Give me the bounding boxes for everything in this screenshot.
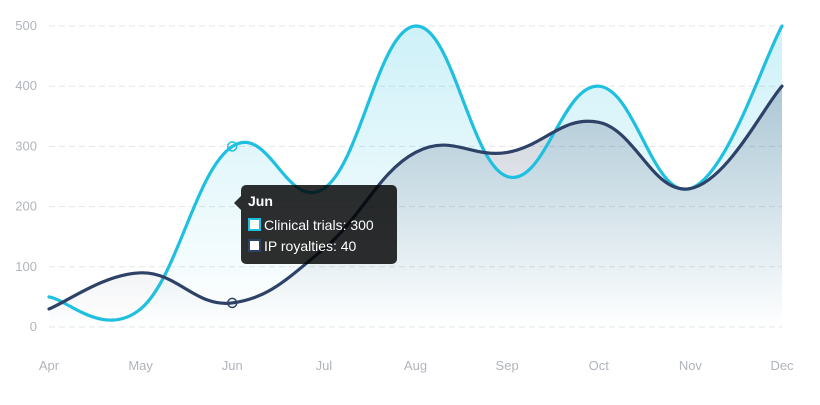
clinical-trials-swatch [248,218,261,231]
y-axis-ticks: 0 100 200 300 400 500 [15,18,37,334]
y-tick-label: 300 [15,138,37,153]
x-tick-label: Apr [39,358,60,373]
x-tick-label: Nov [679,358,703,373]
y-tick-label: 400 [15,78,37,93]
ip-royalties-swatch [248,239,261,252]
tooltip-row-ip-royalties: IP royalties: 40 [248,236,390,255]
x-tick-label: Jul [316,358,333,373]
y-tick-label: 200 [15,199,37,214]
x-tick-label: Jun [222,358,243,373]
marker-layer [227,141,238,309]
clinical-trials-point[interactable] [227,141,238,152]
tooltip-title: Jun [248,193,273,209]
x-tick-label: Aug [404,358,427,373]
ip-royalties-point[interactable] [227,297,238,309]
y-tick-label: 500 [15,18,37,33]
clinical-trials-line [47,24,784,322]
ip-royalties-area [49,86,782,327]
x-tick-label: Dec [770,358,794,373]
x-axis-ticks: Apr May Jun Jul Aug Sep Oct Nov Dec [39,358,794,373]
x-tick-label: Sep [496,358,519,373]
tooltip-caret [234,196,241,210]
tooltip: Jun Clinical trials: 300 IP royalties: 4… [234,185,397,264]
x-tick-label: Oct [589,358,610,373]
ip-royalties-line [47,84,784,311]
tooltip-row-clinical-trials: Clinical trials: 300 [248,215,390,234]
x-tick-label: May [128,358,153,373]
y-tick-label: 0 [30,319,37,334]
area-layer [49,25,782,328]
y-tick-label: 100 [15,259,37,274]
tooltip-label-clinical-trials: Clinical trials: 300 [264,216,374,233]
tooltip-label-ip-royalties: IP royalties: 40 [264,237,357,254]
line-layer [47,24,784,322]
